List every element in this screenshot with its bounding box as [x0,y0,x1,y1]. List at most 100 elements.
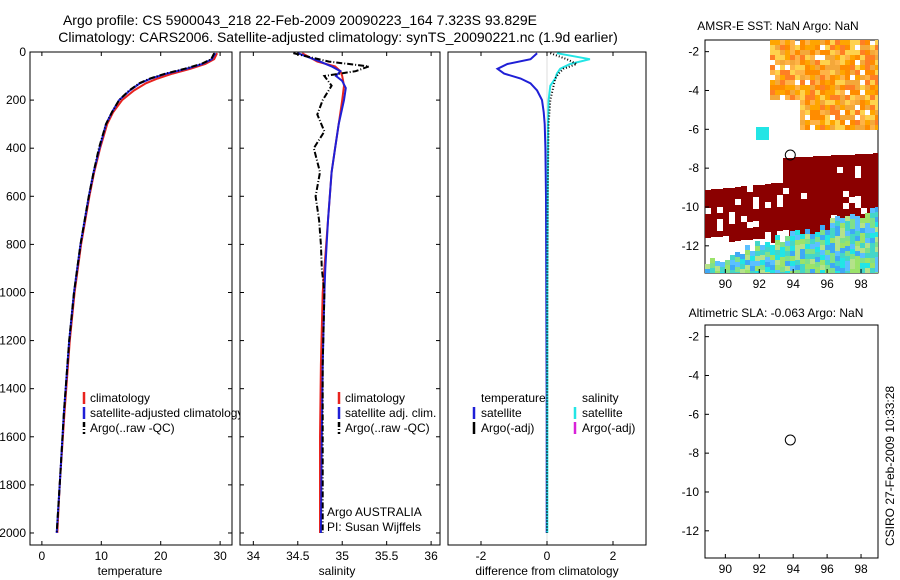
sst-pixel [850,50,855,55]
sst-pixel [795,260,800,265]
sst-land-pixel [723,224,729,230]
sst-land-pixel [873,165,878,171]
sst-land-pixel [837,185,843,191]
sst-pixel [825,105,830,110]
sst-pixel [790,90,795,95]
sst-land-pixel [807,211,813,217]
sst-pixel [780,257,785,262]
sst-land-pixel [813,216,819,222]
sst-pixel [875,110,878,115]
sst-pixel [820,90,825,95]
sst-pixel [780,70,785,75]
sst-land-pixel [819,156,825,162]
sst-pixel [815,242,820,247]
sst-pixel [805,254,810,259]
sst-land-pixel [783,206,789,212]
temperature-series [55,52,219,534]
sst-pixel [845,221,850,226]
sst-pixel [840,233,845,238]
sst-land-pixel [807,181,813,187]
sst-land-pixel [741,198,747,204]
sst-pixel [845,40,850,45]
sst-pixel [805,105,810,110]
sst-pixel [815,115,820,120]
sst-land-pixel [735,211,741,217]
sst-land-pixel [873,153,878,159]
salinity-panel: 34 34.5 35 35.5 36 salinity climatology sate… [239,51,441,578]
sst-pixel [770,255,775,260]
sst-pixel [875,242,878,247]
sst-land-pixel [789,206,795,212]
sst-pixel [835,75,840,80]
sst-pixel [835,226,840,231]
sst-land-pixel [795,187,801,193]
sst-land-pixel [735,217,741,223]
sst-pixel [760,265,765,270]
sst-pixel [875,207,878,212]
sst-pixel [765,247,770,252]
sst-land-pixel [801,175,807,181]
sst-y-ticks: -2 -4 -6 -8 -10 -12 [682,45,709,253]
sst-land-pixel [825,174,831,180]
sst-pixel [715,266,720,271]
sst-pixel [810,80,815,85]
sst-pixel [860,95,865,100]
sst-pixel [855,246,860,251]
sst-pixel [775,50,780,55]
sst-land-pixel [849,179,855,185]
sst-pixel [765,242,770,247]
sst-pixel [810,244,815,249]
sst-pixel [745,255,750,260]
sst-pixel [785,236,790,241]
sst-pixel [790,95,795,100]
sst-land-pixel [783,224,789,230]
sst-pixel [795,265,800,270]
sst-land-pixel [789,224,795,230]
sst-land-pixel [819,174,825,180]
sst-pixel [860,120,865,125]
sst-pixel [855,95,860,100]
sst-land-pixel [723,218,729,224]
sst-pixel [805,239,810,244]
sst-pixel [755,256,760,261]
sst-pixel [850,219,855,224]
sst-land-pixel [711,219,717,225]
sst-pixel [860,263,865,268]
x-tick-label: 34 [247,549,261,563]
sst-pixel [875,105,878,110]
sst-pixel [840,65,845,70]
sst-land-pixel [807,223,813,229]
sst-pixel [815,232,820,237]
sst-pixel [825,250,830,255]
sst-pixel [840,263,845,268]
sst-pixel [855,266,860,271]
sst-land-pixel [873,183,878,189]
sst-land-pixel [783,176,789,182]
sst-pixel [845,105,850,110]
sst-land-pixel [783,200,789,206]
sst-pixel [775,245,780,250]
sst-land-pixel [717,195,723,201]
sst-land-pixel [789,194,795,200]
sst-pixel [840,50,845,55]
sst-pixel [845,75,850,80]
sst-pixel [850,40,855,45]
sst-pixel [785,241,790,246]
sst-pixel [825,75,830,80]
sst-pixel [865,55,870,60]
sst-pixel [840,223,845,228]
sst-pixel [855,216,860,221]
sst-pixel [820,65,825,70]
sst-pixel [830,233,835,238]
sst-land-pixel [711,207,717,213]
sst-land-pixel [735,235,741,241]
sst-pixel [795,235,800,240]
sst-pixel [860,50,865,55]
sst-land-pixel [789,188,795,194]
sst-land-pixel [867,202,873,208]
sst-pixel [805,125,810,130]
sst-land-pixel [831,155,837,161]
sst-land-pixel [843,197,849,203]
sst-pixel [875,50,878,55]
sst-pixel [730,270,735,273]
